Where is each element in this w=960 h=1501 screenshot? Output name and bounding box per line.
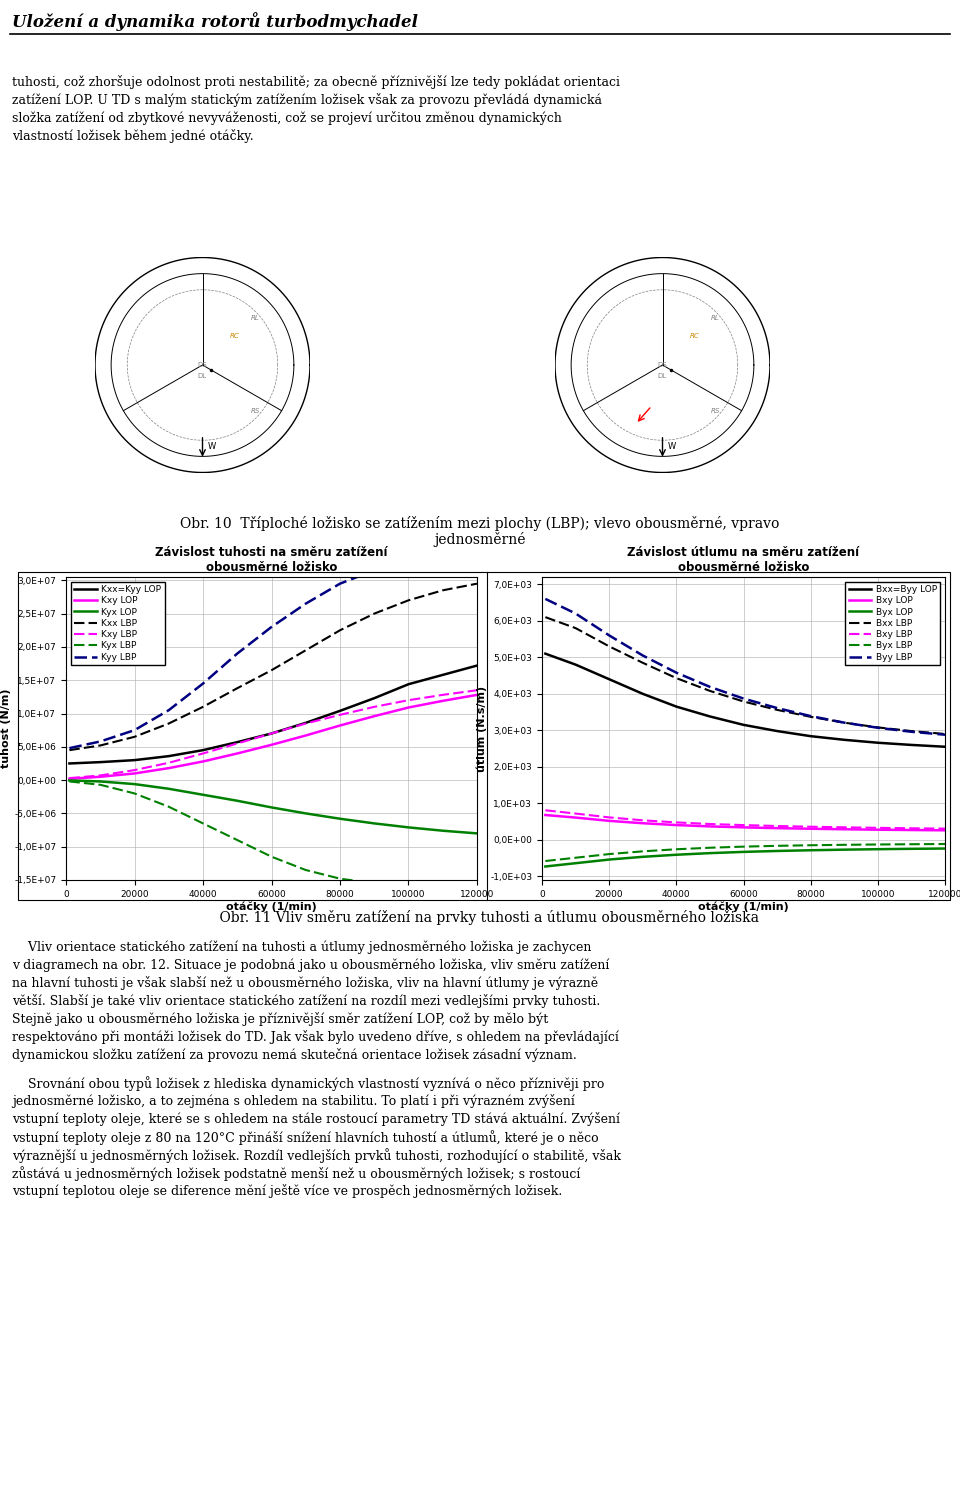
Text: RC: RC xyxy=(689,333,699,339)
Text: zůstává u jednosměrných ložisek podstatně menší než u obousměrných ložisek; s ro: zůstává u jednosměrných ložisek podstatn… xyxy=(12,1166,581,1181)
Text: zatížení LOP. U TD s malým statickým zatížením ložisek však za provozu převládá : zatížení LOP. U TD s malým statickým zat… xyxy=(12,93,602,107)
Text: Obr. 10  Tříploché ložisko se zatížením mezi plochy (LBP); vlevo obousměrné, vpr: Obr. 10 Tříploché ložisko se zatížením m… xyxy=(180,516,780,531)
Legend: Bxx=Byy LOP, Bxy LOP, Byx LOP, Bxx LBP, Bxy LBP, Byx LBP, Byy LBP: Bxx=Byy LOP, Bxy LOP, Byx LOP, Bxx LBP, … xyxy=(845,581,941,665)
Text: vlastností ložisek během jedné otáčky.: vlastností ložisek během jedné otáčky. xyxy=(12,129,253,143)
Text: tuhosti, což zhoršuje odolnost proti nestabilitě; za obecně příznivější lze tedy: tuhosti, což zhoršuje odolnost proti nes… xyxy=(12,75,620,89)
Text: větší. Slabší je také vliv orientace statického zatížení na rozdíl mezi vedlejší: větší. Slabší je také vliv orientace sta… xyxy=(12,994,600,1009)
X-axis label: otáčky (1/min): otáčky (1/min) xyxy=(227,902,317,913)
Title: Závislost útlumu na směru zatížení
obousměrné ložisko: Závislost útlumu na směru zatížení obous… xyxy=(628,546,859,575)
Text: RS: RS xyxy=(710,408,720,414)
Text: dynamickou složku zatížení za provozu nemá skutečná orientace ložisek zásadní vý: dynamickou složku zatížení za provozu ne… xyxy=(12,1048,577,1063)
Text: jednosměrné: jednosměrné xyxy=(434,531,526,546)
Text: v diagramech na obr. 12. Situace je podobná jako u obousměrného ložiska, vliv sm: v diagramech na obr. 12. Situace je podo… xyxy=(12,958,610,971)
Text: W: W xyxy=(208,441,216,450)
Y-axis label: útlum (N.s/m): útlum (N.s/m) xyxy=(477,686,488,772)
Text: W: W xyxy=(668,441,676,450)
X-axis label: otáčky (1/min): otáčky (1/min) xyxy=(698,902,789,913)
Text: DL: DL xyxy=(197,372,206,378)
Text: RC: RC xyxy=(229,333,239,339)
Text: na hlavní tuhosti je však slabší než u obousměrného ložiska, vliv na hlavní útlu: na hlavní tuhosti je však slabší než u o… xyxy=(12,976,598,991)
Text: vstupní teploty oleje z 80 na 120°C přináší snížení hlavních tuhostí a útlumů, k: vstupní teploty oleje z 80 na 120°C přin… xyxy=(12,1130,599,1145)
Text: DL: DL xyxy=(658,372,666,378)
Text: RS: RS xyxy=(251,408,260,414)
Title: Závislost tuhosti na směru zatížení
obousměrné ložisko: Závislost tuhosti na směru zatížení obou… xyxy=(156,546,388,575)
Text: jednosměrné ložisko, a to zejména s ohledem na stabilitu. To platí i při výrazné: jednosměrné ložisko, a to zejména s ohle… xyxy=(12,1094,575,1108)
Text: Vliv orientace statického zatížení na tuhosti a útlumy jednosměrného ložiska je : Vliv orientace statického zatížení na tu… xyxy=(12,940,591,953)
Text: složka zatížení od zbytkové nevyváženosti, což se projeví určitou změnou dynamic: složka zatížení od zbytkové nevyváženost… xyxy=(12,111,562,125)
Text: RL: RL xyxy=(710,315,720,321)
Legend: Kxx=Kyy LOP, Kxy LOP, Kyx LOP, Kxx LBP, Kxy LBP, Kyx LBP, Kyy LBP: Kxx=Kyy LOP, Kxy LOP, Kyx LOP, Kxx LBP, … xyxy=(70,581,165,665)
Text: DS: DS xyxy=(197,362,206,368)
Text: Srovnání obou typů ložisek z hlediska dynamických vlastností vyznívá o něco příz: Srovnání obou typů ložisek z hlediska dy… xyxy=(12,1076,605,1091)
Y-axis label: tuhost (N/m): tuhost (N/m) xyxy=(1,689,12,769)
Text: vstupní teploty oleje, které se s ohledem na stále rostoucí parametry TD stává a: vstupní teploty oleje, které se s ohlede… xyxy=(12,1112,620,1126)
Text: RL: RL xyxy=(251,315,259,321)
Text: výraznější u jednosměrných ložisek. Rozdíl vedlejších prvků tuhosti, rozhodující: výraznější u jednosměrných ložisek. Rozd… xyxy=(12,1148,621,1163)
Text: vstupní teplotou oleje se diference mění ještě více ve prospěch jednosměrných lo: vstupní teplotou oleje se diference mění… xyxy=(12,1184,563,1198)
Text: Uložení a dynamika rotorů turbodmychadel: Uložení a dynamika rotorů turbodmychadel xyxy=(12,12,418,32)
Text: respektováno při montáži ložisek do TD. Jak však bylo uvedeno dříve, s ohledem n: respektováno při montáži ložisek do TD. … xyxy=(12,1030,619,1045)
Text: DS: DS xyxy=(658,362,667,368)
Text: Stejně jako u obousměrného ložiska je příznivější směr zatížení LOP, což by mělo: Stejně jako u obousměrného ložiska je př… xyxy=(12,1012,548,1027)
Text: Obr. 11 Vliv směru zatížení na prvky tuhosti a útlumu obousměrného ložiska: Obr. 11 Vliv směru zatížení na prvky tuh… xyxy=(202,910,758,925)
